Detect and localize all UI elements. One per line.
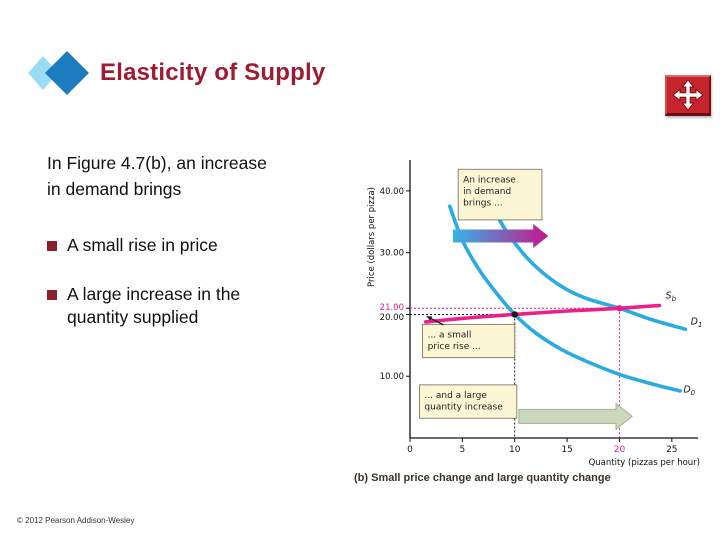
y-tick-label: 20.00 — [380, 313, 404, 323]
note-line: quantity increase — [424, 402, 503, 412]
figure-panel: 0 5 10 15 20 25 40.00 30.00 21.00 20.00 10.00 D0 D1 S… — [348, 152, 718, 484]
copyright-text: © 2012 Pearson Addison-Wesley — [17, 516, 135, 525]
x-tick-label: 5 — [459, 445, 465, 455]
x-tick-label: 25 — [666, 445, 677, 455]
list-item: A small rise in price — [47, 234, 285, 258]
demand-shift-arrow — [452, 223, 549, 248]
equilibrium-point — [616, 305, 623, 312]
square-bullet-icon — [47, 289, 57, 300]
curve-Sb — [423, 303, 662, 324]
y-tick-label: 30.00 — [380, 249, 404, 259]
move-arrows-icon — [672, 79, 704, 111]
bullet-text: A small rise in price — [67, 235, 218, 255]
title-block: Elasticity of Supply — [26, 48, 325, 98]
increase-note — [457, 168, 543, 221]
diamond-icon — [28, 51, 89, 95]
note-line: price rise ... — [428, 342, 481, 352]
bullet-list: A small rise in price A large increase i… — [47, 234, 285, 355]
page-title: Elasticity of Supply — [100, 59, 326, 86]
x-tick-label: 0 — [407, 445, 413, 455]
curve-D0 — [448, 204, 682, 393]
note-line: An increase — [463, 175, 516, 185]
curve-label-D0: D0 — [683, 384, 695, 397]
x-tick-label: 10 — [509, 445, 521, 455]
y-tick-label: 40.00 — [380, 187, 404, 197]
y-tick-label: 21.00 — [380, 303, 404, 313]
note-line: ... a small — [428, 330, 472, 340]
figure-caption: (b) Small price change and large quantit… — [354, 472, 611, 484]
bullet-text: A large increase in the quantity supplie… — [67, 283, 241, 328]
equilibrium-point — [511, 311, 518, 318]
price-rise-note — [422, 323, 516, 359]
x-tick-label: 20 — [614, 445, 626, 455]
y-axis-title: Price (dollars per pizza) — [367, 187, 377, 287]
x-axis-title: Quantity (pizzas per hour) — [589, 458, 700, 468]
y-tick-label: 10.00 — [380, 372, 404, 382]
curve-label-D1: D1 — [691, 316, 703, 329]
square-bullet-icon — [47, 241, 57, 251]
curve-label-Sb: Sb — [666, 290, 677, 303]
quantity-note — [419, 384, 518, 419]
list-item: A large increase in the quantity supplie… — [47, 283, 285, 330]
note-line: in demand — [463, 187, 511, 197]
pointer-arrowhead — [426, 316, 433, 321]
note-line: brings ... — [463, 198, 502, 208]
intro-text: In Figure 4.7(b), an increase in demand … — [47, 153, 267, 200]
move-button[interactable] — [665, 75, 711, 116]
quantity-increase-arrow — [518, 402, 633, 431]
note-line: ... and a large — [424, 391, 487, 401]
x-tick-label: 15 — [561, 445, 572, 455]
